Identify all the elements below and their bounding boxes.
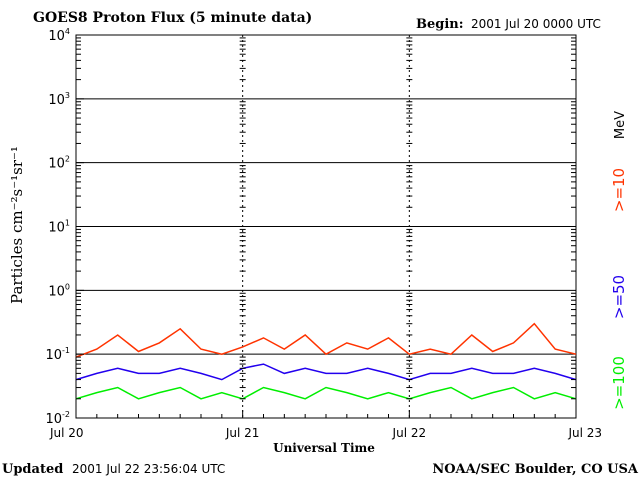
x-tick-label: Jul 20 [49,426,84,440]
legend-label: >=10 [610,168,628,212]
y-tick-exponent: -1 [62,346,70,355]
legend: >=10 >=50 >=100 MeV [610,111,628,410]
y-tick-base: 10 [45,412,62,427]
y-tick-exponent: 2 [65,155,70,164]
x-tick-label: Jul 22 [392,426,427,440]
series-line-10 [75,322,577,358]
y-tick-base: 10 [48,284,65,299]
chart-title: GOES8 Proton Flux (5 minute data) [33,10,312,26]
legend-unit: MeV [613,111,628,139]
y-tick-exponent: 0 [65,282,70,291]
y-tick-exponent: -2 [62,410,70,419]
legend-label: >=100 [610,356,628,410]
y-tick-base: 10 [48,157,65,172]
y-tick-label: 104 [48,27,70,44]
plot-area [75,34,577,419]
begin-label: Begin: [416,17,464,32]
y-tick-label: 10-1 [45,346,70,363]
series-group [75,322,577,400]
y-tick-exponent: 3 [65,91,70,100]
x-axis-label: Universal Time [273,441,375,455]
y-tick-exponent: 4 [65,27,70,36]
series-line-100 [75,386,577,400]
y-tick-label: 101 [48,219,70,236]
credit-text: NOAA/SEC Boulder, CO USA [432,462,639,477]
x-tick-label: Jul 23 [567,426,602,440]
x-tick-label: Jul 21 [225,426,260,440]
y-tick-label: 103 [48,91,70,108]
legend-label: >=50 [610,275,628,319]
y-tick-base: 10 [45,348,62,363]
y-tick-base: 10 [48,221,65,236]
updated-label: Updated [2,462,63,477]
begin-value: 2001 Jul 20 0000 UTC [471,17,601,31]
y-axis-label-text: Particles cm⁻²s⁻¹sr⁻¹ [8,146,26,304]
y-axis-label: Particles cm⁻²s⁻¹sr⁻¹ [8,146,26,304]
y-tick-label: 10-2 [45,410,70,427]
y-tick-label: 102 [48,155,70,172]
y-tick-label: 100 [48,282,70,299]
y-tick-base: 10 [48,93,65,108]
y-tick-exponent: 1 [65,219,70,228]
updated-value: 2001 Jul 22 23:56:04 UTC [72,462,225,476]
y-tick-base: 10 [48,29,65,44]
series-line-50 [75,363,577,381]
